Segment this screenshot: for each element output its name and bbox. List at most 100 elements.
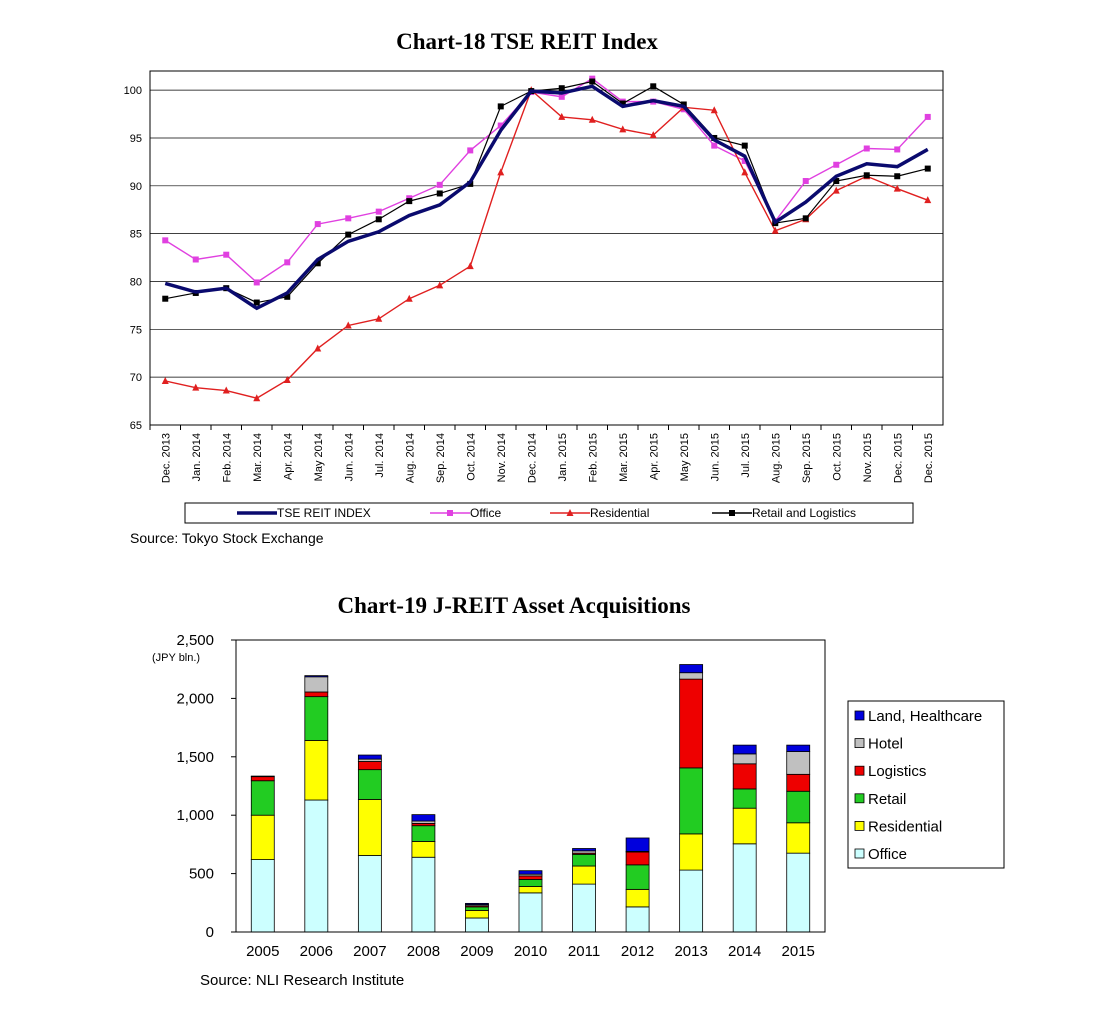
bar-segment: [250, 859, 275, 933]
y-tick-label: 85: [130, 229, 142, 241]
data-point: [375, 216, 382, 223]
x-tick-label: Dec. 2015: [892, 433, 904, 483]
x-tick-label: May 2014: [313, 433, 325, 481]
bar-segment: [250, 776, 275, 782]
chart-19-title: Chart-19 J-REIT Asset Acquisitions: [338, 593, 691, 618]
data-point: [162, 295, 169, 302]
data-point: [924, 165, 931, 172]
chart-18-series: [161, 75, 932, 402]
asset-acquisitions-chart: Chart-19 J-REIT Asset Acquisitions (JPY …: [152, 593, 1005, 989]
data-point: [375, 314, 383, 322]
bar-segment: [411, 825, 436, 842]
x-tick-label: 2014: [728, 943, 761, 960]
bar-segment: [572, 865, 596, 885]
x-tick-label: Sep. 2014: [435, 433, 447, 483]
data-point: [436, 190, 443, 197]
bar-segment: [518, 879, 543, 887]
bar-segment: [679, 678, 704, 769]
bar-segment: [625, 837, 650, 852]
legend-swatch: [854, 848, 865, 859]
legend-swatch: [854, 738, 865, 748]
data-point: [558, 85, 565, 92]
legend-label: Retail: [868, 791, 906, 808]
series-line: [164, 84, 929, 311]
y-tick-label: 2,500: [176, 632, 214, 649]
bar-segment: [572, 853, 596, 867]
bar-segment: [465, 902, 489, 905]
data-point: [345, 231, 352, 238]
y-tick-label: 95: [130, 133, 142, 145]
x-tick-label: 2010: [514, 943, 547, 960]
bar-segment: [679, 833, 704, 871]
data-point: [771, 226, 779, 234]
data-point: [253, 394, 261, 402]
bar-segment: [518, 892, 543, 933]
x-tick-label: Jan. 2015: [557, 433, 569, 481]
bar-segment: [304, 799, 329, 933]
y-tick-label: 100: [124, 85, 142, 97]
x-tick-label: Dec. 2014: [526, 433, 538, 483]
data-point: [619, 125, 627, 133]
data-point: [741, 168, 749, 176]
y-tick-label: 2,000: [176, 690, 214, 707]
data-point: [924, 113, 931, 120]
reit-index-chart: Chart-18 TSE REIT Index 65 70 75 80 85 90 95 10…: [124, 29, 944, 546]
y-tick-label: 80: [130, 276, 142, 288]
bar-segment: [465, 909, 489, 919]
data-point: [832, 186, 840, 194]
bar-segment: [357, 754, 382, 760]
bar-segment: [518, 870, 543, 875]
data-point: [833, 178, 840, 185]
legend-label: Hotel: [868, 736, 903, 753]
data-point: [710, 106, 718, 114]
data-point: [162, 237, 169, 244]
bar-segment: [732, 744, 757, 755]
bar-segment: [411, 856, 436, 933]
data-point: [729, 510, 735, 516]
legend-label: Office: [868, 846, 907, 863]
chart-18-title: Chart-18 TSE REIT Index: [396, 29, 658, 54]
chart-18-legend: TSE REIT INDEX Office Residential Retail an…: [184, 502, 914, 524]
legend-label: Retail and Logistics: [752, 506, 856, 520]
data-point: [893, 184, 901, 192]
bar-segment: [786, 790, 811, 824]
bar-segment: [625, 851, 650, 866]
x-tick-label: May 2015: [679, 433, 691, 481]
x-tick-label: Jun. 2015: [709, 433, 721, 481]
bar-segment: [679, 672, 704, 680]
chart-19-bars: [250, 664, 811, 933]
bar-segment: [625, 888, 650, 908]
data-point: [406, 198, 413, 205]
data-point: [894, 173, 901, 180]
y-tick-label: 90: [130, 181, 142, 193]
x-tick-label: Oct. 2014: [465, 433, 477, 481]
data-point: [680, 101, 687, 108]
chart-19-source: Source: NLI Research Institute: [200, 972, 404, 989]
data-point: [314, 260, 321, 267]
data-point: [558, 112, 566, 120]
x-tick-label: Apr. 2015: [648, 433, 660, 480]
data-point: [253, 279, 260, 286]
chart-19-plot-frame: [235, 639, 826, 933]
data-point: [344, 321, 352, 329]
data-point: [894, 146, 901, 153]
series-tse-reit-index: [164, 84, 929, 311]
data-point: [741, 142, 748, 149]
data-point: [447, 510, 453, 516]
series-line: [165, 80, 928, 304]
bar-segment: [357, 799, 382, 856]
data-point: [924, 196, 932, 204]
y-tick-label: 1,500: [176, 749, 214, 766]
bar-segment: [732, 843, 757, 933]
bar-segment: [732, 788, 757, 809]
y-tick-label: 70: [130, 372, 142, 384]
x-tick-label: Sep. 2015: [801, 433, 813, 483]
data-point: [741, 157, 748, 164]
bar-segment: [518, 875, 543, 880]
data-point: [497, 103, 504, 110]
data-point: [589, 78, 596, 85]
series-office: [162, 75, 931, 286]
bar-segment: [679, 767, 704, 835]
data-point: [467, 147, 474, 154]
y-tick-label: 0: [206, 924, 214, 941]
